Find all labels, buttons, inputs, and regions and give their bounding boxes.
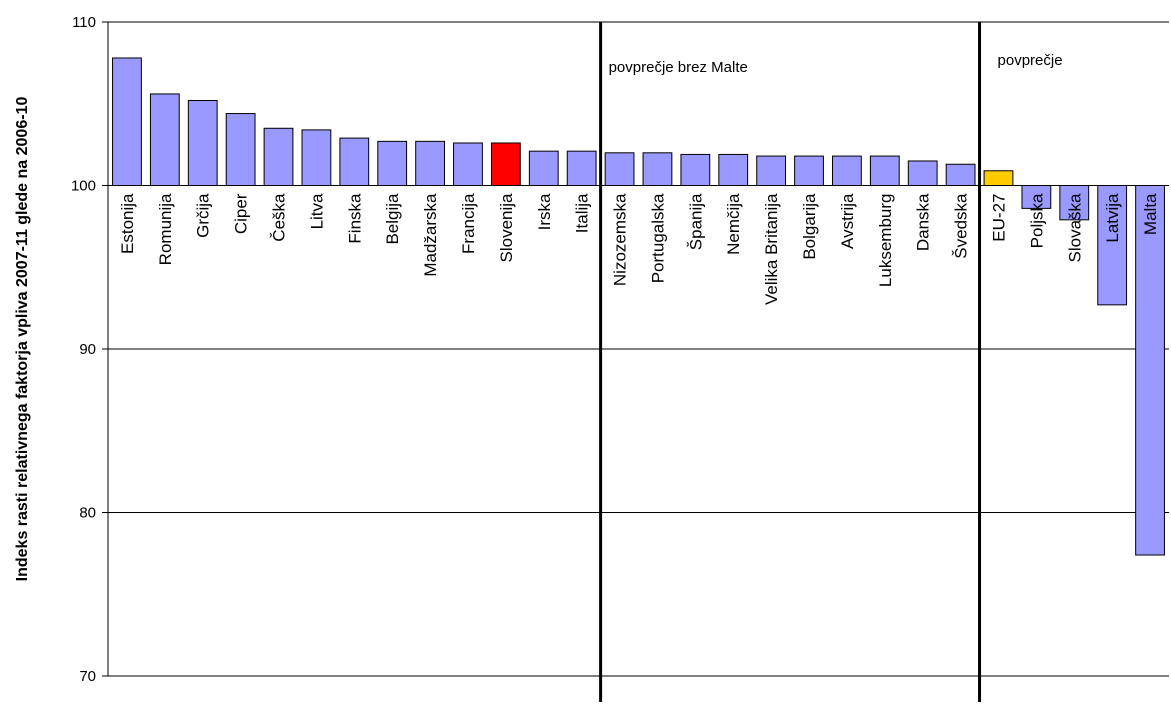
y-tick-label: 110 (72, 14, 96, 31)
bar-španija (680, 153, 711, 186)
category-label: Španija (686, 193, 705, 250)
bar-luksemburg (869, 155, 900, 187)
category-label: Danska (914, 193, 933, 251)
category-label: Finska (345, 193, 364, 244)
bar-finska (339, 137, 370, 187)
category-label: Ciper (232, 193, 251, 234)
category-label: Madžarska (421, 193, 440, 277)
category-label: Češka (270, 193, 289, 242)
category-label: Slovenija (497, 193, 516, 263)
gridlines (102, 21, 1169, 677)
bar-portugalska (642, 152, 673, 187)
bar-eu-27 (983, 170, 1014, 187)
category-label: Portugalska (648, 193, 667, 283)
bar-malta (1135, 185, 1165, 556)
bar-italija (566, 150, 597, 186)
bar-belgija (377, 140, 408, 186)
bar-švedska (945, 163, 976, 186)
y-tick-label: 90 (79, 341, 96, 358)
reference-line-label: povprečje brez Malte (609, 59, 748, 76)
category-label: Italija (573, 193, 592, 233)
bar-bolgarija (794, 155, 824, 187)
category-label: Latvija (1103, 193, 1122, 243)
bar-velika-britanija (756, 155, 787, 187)
category-label: Irska (535, 193, 554, 230)
bar-romunija (149, 93, 180, 186)
category-label: Slovaška (1065, 193, 1084, 263)
category-labels: Estonija Romunija Grčija Ciper Češka Litva Fin… (118, 193, 1160, 305)
category-label: Romunija (156, 193, 175, 265)
bar-grčija (187, 99, 218, 186)
category-label: Avstrija (838, 193, 857, 249)
category-label: Francija (459, 193, 478, 254)
bar-nemčija (718, 153, 749, 186)
category-label: Luksemburg (876, 194, 895, 288)
category-label: Estonija (118, 193, 137, 254)
bar-nizozemska (604, 152, 635, 187)
reference-line-label: povprečje (998, 52, 1063, 69)
bar-danska (907, 160, 938, 187)
category-label: Malta (1141, 193, 1160, 235)
category-label: Nemčija (724, 193, 743, 255)
y-axis-label: Indeks rasti relativnega faktorja vpliva… (14, 97, 31, 582)
bar-litva (301, 129, 332, 187)
axes (107, 22, 1169, 676)
y-tick-label: 80 (79, 505, 96, 522)
bar-ciper (225, 113, 256, 186)
category-label: Grčija (194, 193, 213, 238)
reference-lines: povprečje brez Malte povprečje (599, 22, 1063, 702)
bar-francija (453, 142, 483, 187)
y-tick-label: 100 (71, 178, 96, 195)
category-label: Velika Britanija (762, 193, 781, 305)
bars (112, 57, 1165, 556)
category-label: Švedska (952, 193, 971, 259)
category-label: Belgija (383, 193, 402, 245)
bar-slovaška (1059, 185, 1090, 221)
bar-estonija (112, 57, 142, 186)
bar-irska (528, 150, 559, 186)
y-tick-labels: 70 80 90 100 110 (71, 14, 96, 685)
category-label: Nizozemska (611, 193, 630, 286)
bar-madžarska (415, 140, 445, 186)
bar-češka (263, 127, 294, 186)
bar-avstrija (832, 155, 862, 187)
bar-slovenija (490, 142, 521, 187)
y-tick-label: 70 (79, 668, 96, 685)
category-label: EU-27 (989, 194, 1008, 242)
category-label: Poljska (1027, 193, 1046, 248)
category-label: Litva (307, 193, 326, 229)
category-label: Bolgarija (800, 193, 819, 260)
